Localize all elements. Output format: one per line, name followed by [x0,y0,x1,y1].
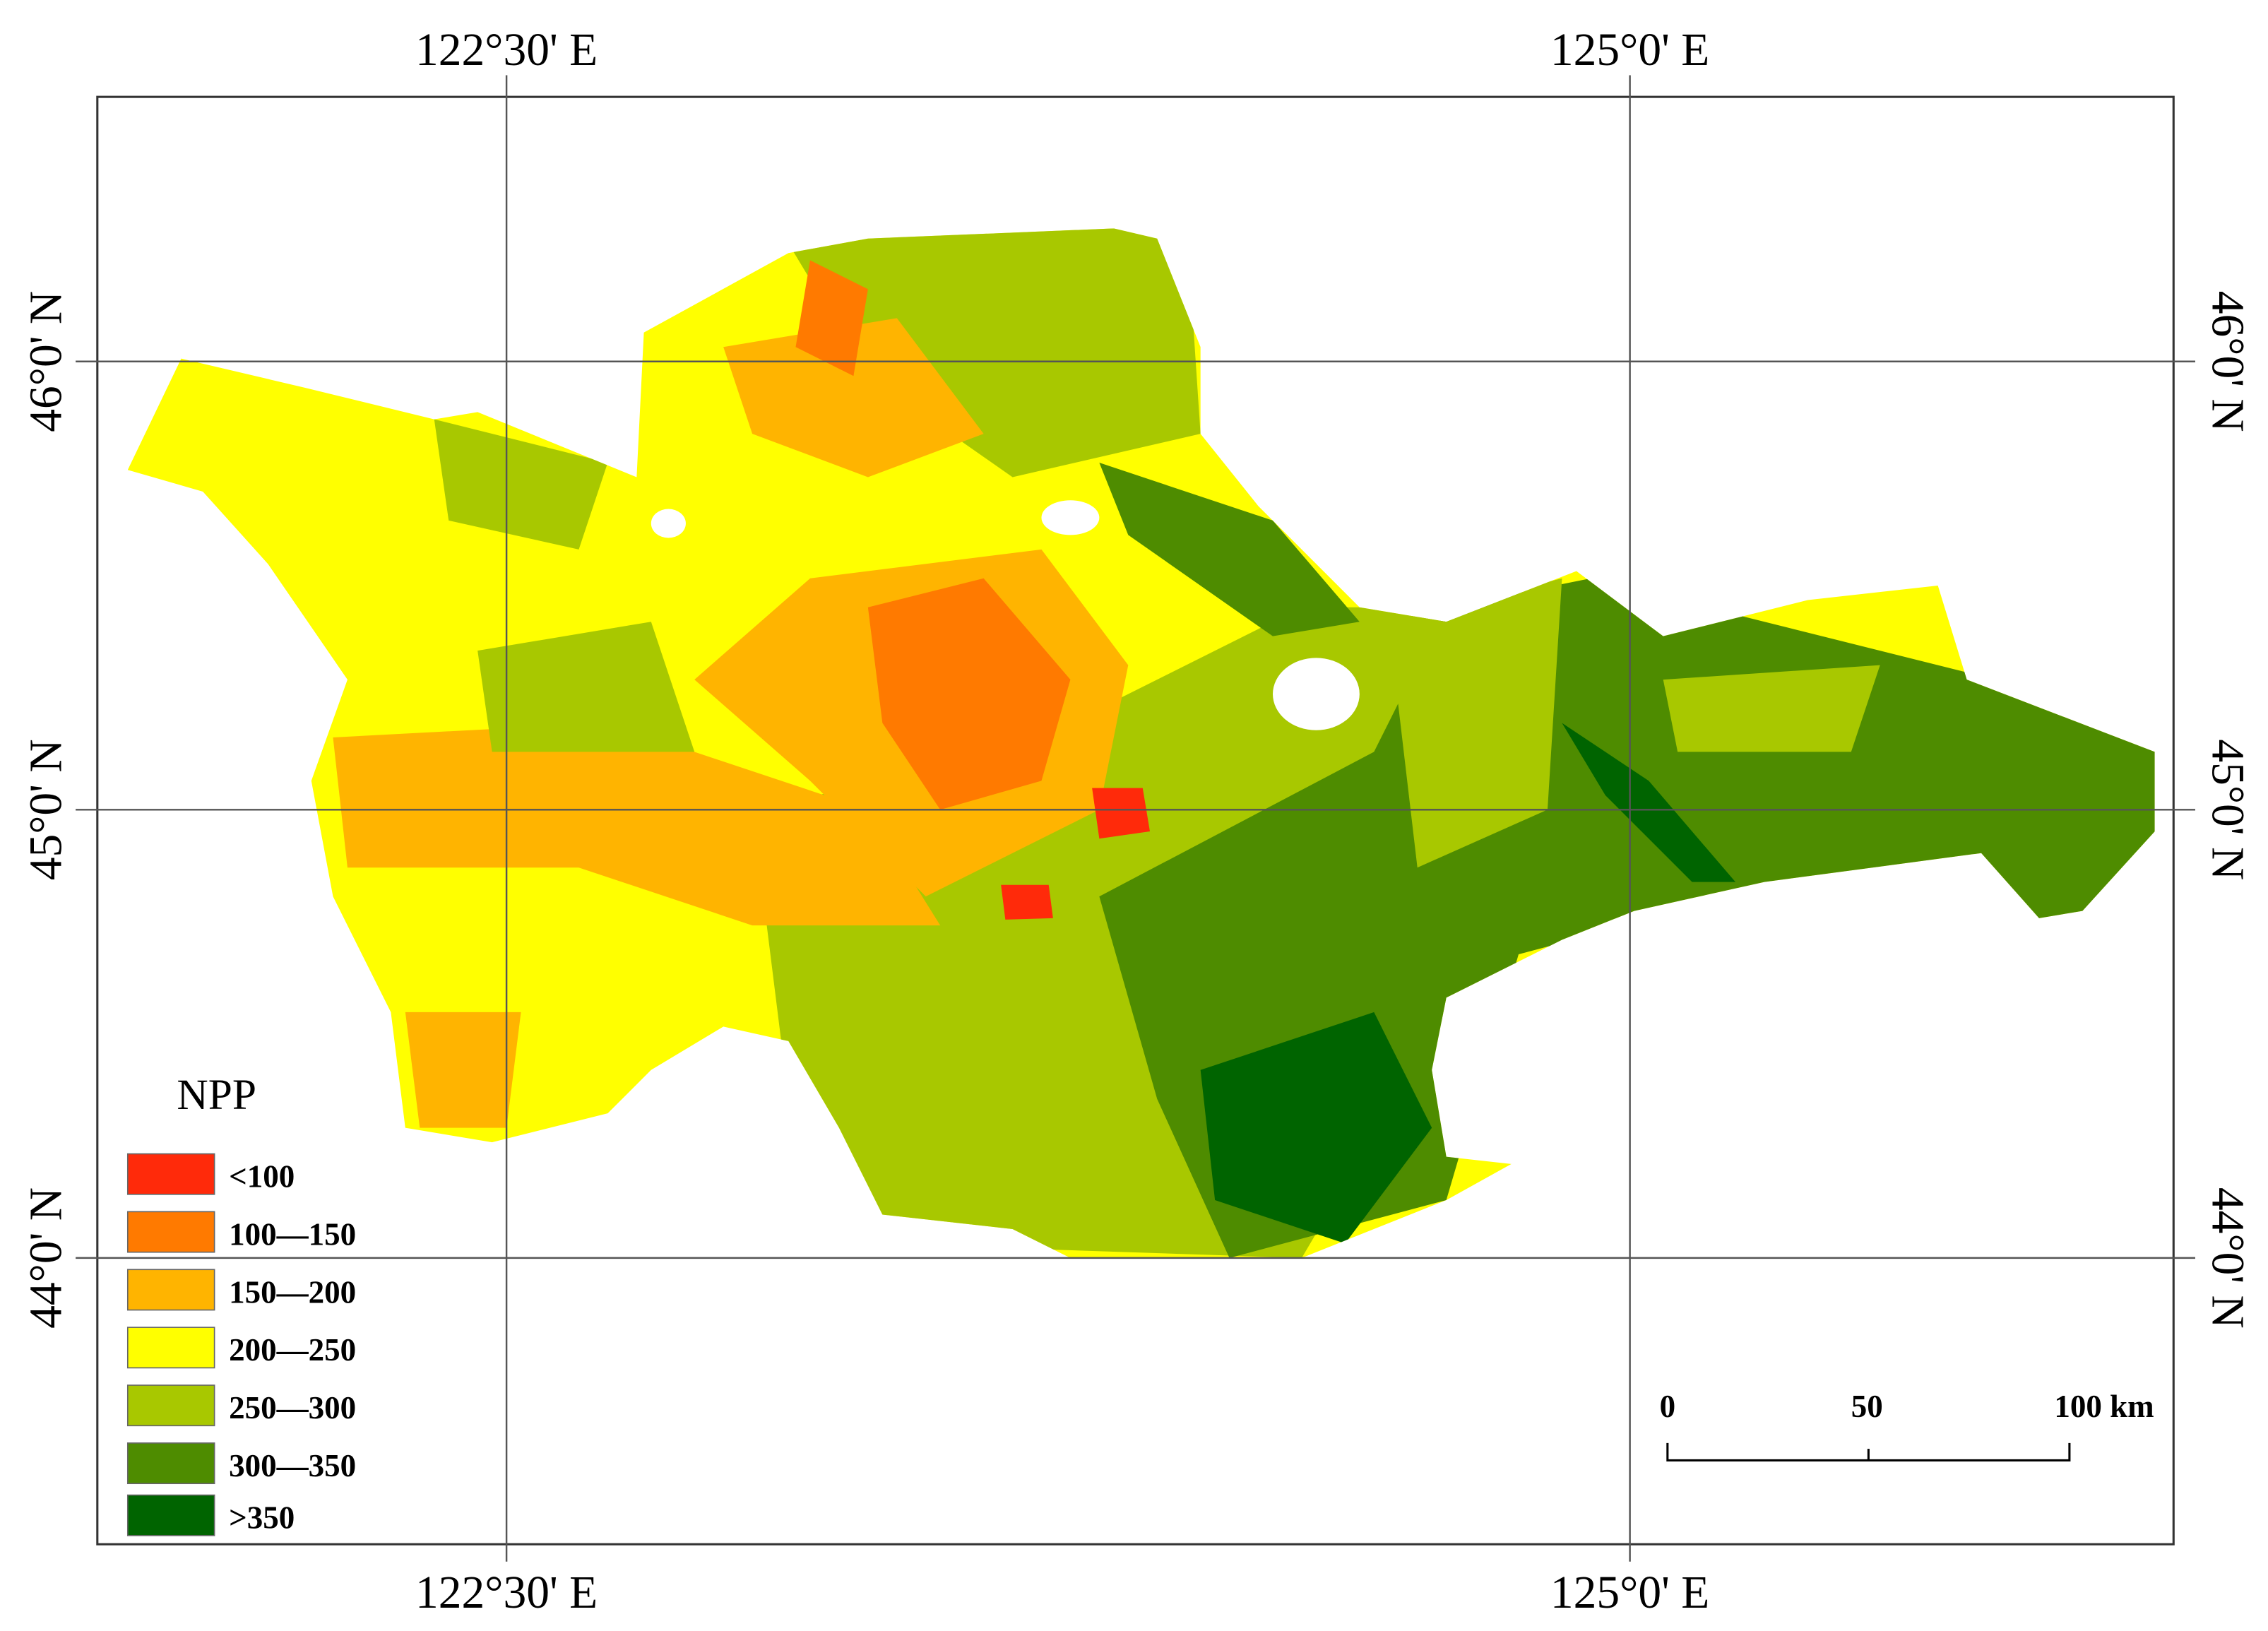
left-label: 46°0' N [21,291,72,432]
lake [651,509,686,538]
legend-label: 200—250 [229,1332,356,1368]
region-fill [1663,665,1880,752]
legend-label: 100—150 [229,1216,356,1252]
bottom-label: 122°30' E [415,1567,598,1618]
scale-bar: 0 50 100 km [1660,1389,2154,1461]
region-fill [434,419,608,550]
legend: NPP <100 100—150 150—200 200—250 250—300 300—… [126,1071,356,1536]
region-fill [867,578,1071,810]
region-fill [405,1012,521,1128]
legend-swatch [126,1269,215,1311]
left-label: 44°0' N [21,1187,72,1329]
region-fill [1388,578,1562,868]
region-fill [1562,723,1736,882]
top-label: 122°30' E [415,25,598,76]
region-fill [477,622,695,752]
legend-swatch [126,1494,215,1536]
graticule-labels: 122°30' E 125°0' E 122°30' E 125°0' E 46°0' … [21,25,2253,1618]
lake [1041,500,1100,535]
region-fill [1099,463,1360,636]
legend-title: NPP [177,1071,256,1119]
right-label: 44°0' N [2202,1187,2253,1329]
right-label: 46°0' N [2202,291,2253,432]
scale-label: 0 [1660,1389,1676,1424]
legend-label: 250—300 [229,1390,356,1425]
region-fill [795,260,868,376]
top-label: 125°0' E [1550,25,1709,76]
bottom-label: 125°0' E [1550,1567,1709,1618]
legend-label: >350 [229,1500,295,1536]
region-fill [781,228,1201,478]
region-fill [1092,788,1151,839]
legend-label: <100 [229,1159,295,1194]
scale-label: 50 [1851,1389,1883,1424]
graticule [76,75,2195,1562]
npp-raster [127,228,2155,1258]
right-label: 45°0' N [2202,739,2253,880]
lake [1273,658,1360,730]
legend-label: 300—350 [229,1448,356,1483]
region-fill [333,723,941,926]
map-frame [96,95,2175,1546]
legend-swatch [126,1327,215,1369]
legend-swatch [126,1211,215,1253]
legend-swatch [126,1153,215,1195]
legend-swatch [126,1442,215,1485]
legend-swatch [126,1384,215,1427]
left-label: 45°0' N [21,739,72,880]
scale-label: 100 km [2054,1389,2154,1424]
region-fill [723,318,984,478]
region-fill [1200,1012,1432,1244]
region-fill [1001,884,1053,920]
legend-label: 150—200 [229,1274,356,1310]
